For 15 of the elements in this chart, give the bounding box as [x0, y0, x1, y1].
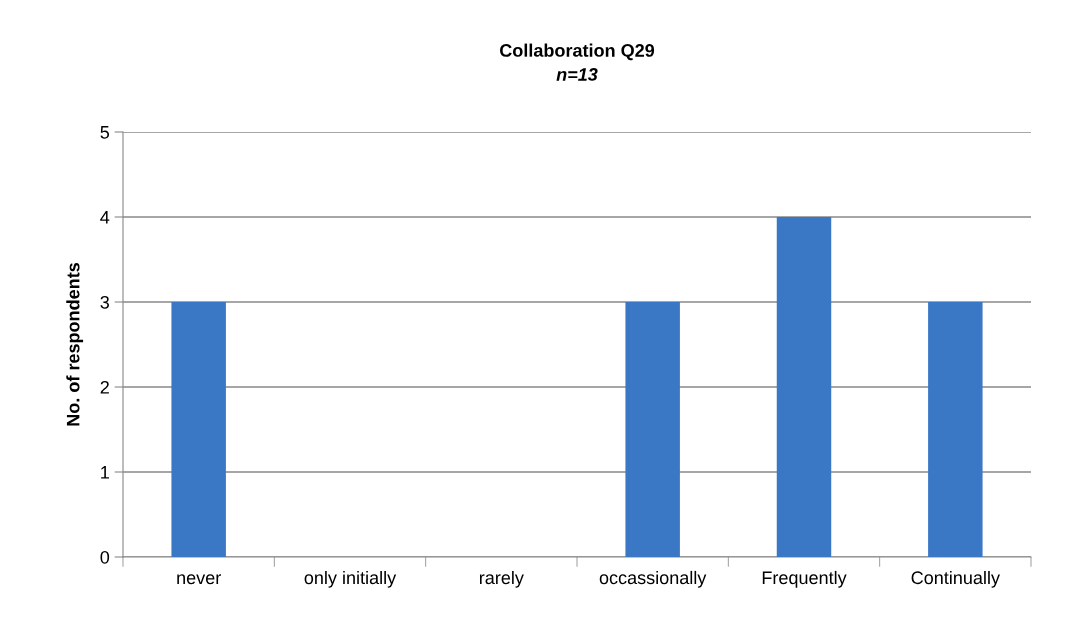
y-tick-label: 3: [100, 295, 110, 309]
y-tick-label: 2: [100, 380, 109, 394]
y-tick-label: 1: [101, 466, 109, 479]
x-tick-label: Frequently: [762, 570, 847, 588]
chart-title: Collaboration Q29: [500, 43, 655, 61]
y-tick-label: 4: [100, 211, 110, 224]
x-tick-label: never: [177, 574, 221, 585]
x-tick-label: rarely: [479, 570, 524, 588]
y-tick-label: 5: [100, 126, 110, 139]
y-axis-title: No. of respondents: [66, 262, 84, 426]
x-tick-label: only initially: [304, 570, 397, 588]
y-tick-label: 0: [100, 550, 110, 564]
chart-subtitle: n=13: [556, 68, 598, 81]
x-tick-label: Continually: [911, 570, 1000, 588]
x-tick-label: occassionally: [599, 570, 707, 588]
